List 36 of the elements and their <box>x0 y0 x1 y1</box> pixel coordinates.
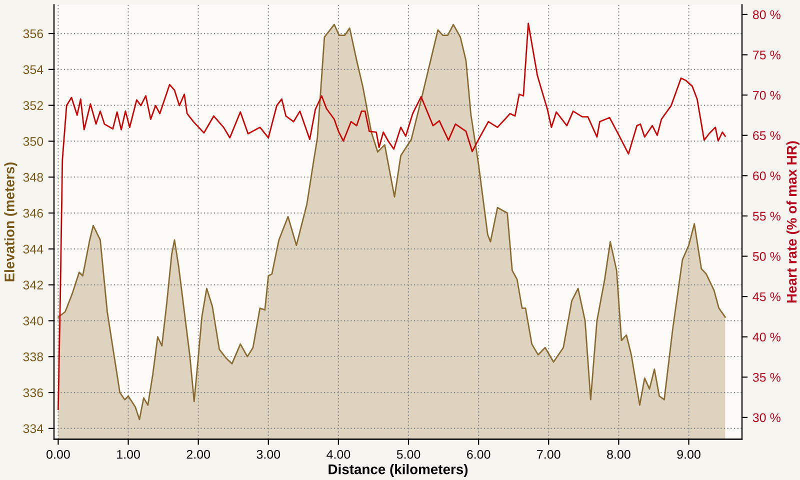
x-axis-title: Distance (kilometers) <box>328 464 468 477</box>
y2-tick-label: 45 % <box>752 292 780 302</box>
y2-tick-label: 55 % <box>752 212 780 221</box>
x-tick-label: 1.00 <box>117 450 140 459</box>
y-tick-label: 356 <box>23 29 44 38</box>
x-tick-label: 5.00 <box>396 450 420 459</box>
x-tick-label: 2.00 <box>186 450 210 459</box>
y-tick-label: 338 <box>23 352 44 362</box>
x-tick-label: 6.00 <box>467 450 490 459</box>
y2-tick-label: 30 % <box>752 413 780 422</box>
y2-tick-label: 75 % <box>753 50 780 60</box>
y-tick-label: 342 <box>23 280 43 290</box>
y2-tick-label: 60 % <box>753 171 780 180</box>
y-tick-label: 348 <box>23 172 44 182</box>
y-tick-label: 344 <box>23 244 44 254</box>
y2-tick-label: 65 % <box>753 131 780 140</box>
x-tick-label: 4.00 <box>326 450 350 459</box>
y2-tick-label: 50 % <box>752 252 780 261</box>
y-tick-label: 340 <box>23 316 44 326</box>
x-tick-label: 0.00 <box>46 450 70 459</box>
y-tick-label: 354 <box>23 65 44 74</box>
y-tick-label: 352 <box>23 101 43 110</box>
y2-tick-label: 40 % <box>752 332 780 342</box>
y-axis-title: Elevation (meters) <box>4 162 18 282</box>
x-tick-label: 9.00 <box>677 450 700 459</box>
y2-tick-label: 35 % <box>752 372 780 382</box>
y2-tick-label: 70 % <box>753 90 780 100</box>
y-tick-label: 350 <box>23 137 44 146</box>
y2-tick-label: 80 % <box>752 10 780 20</box>
x-tick-label: 7.00 <box>537 450 560 459</box>
y2-axis-title: Heart rate (% of max HR) <box>786 141 800 302</box>
y-tick-label: 334 <box>23 424 44 434</box>
x-tick-label: 3.00 <box>256 450 280 459</box>
y-tick-label: 346 <box>23 208 44 218</box>
x-tick-label: 8.00 <box>607 450 630 459</box>
y-tick-label: 336 <box>23 388 44 398</box>
